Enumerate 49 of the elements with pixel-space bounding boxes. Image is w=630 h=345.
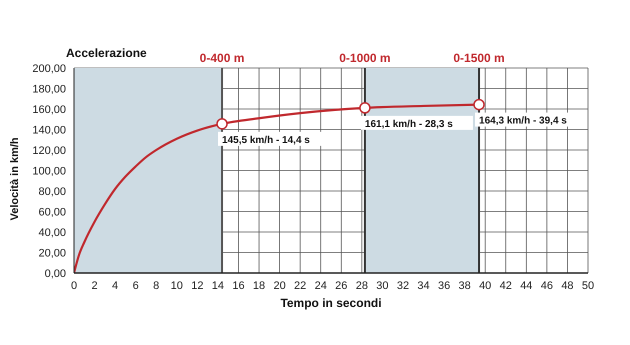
x-tick-label: 48 [561,280,574,292]
x-tick-label: 26 [335,280,348,292]
x-tick-label: 4 [112,280,118,292]
ref-line-label: 0-400 m [200,51,244,65]
x-tick-label: 12 [191,280,204,292]
x-tick-label: 10 [170,280,183,292]
x-tick-label: 20 [273,280,286,292]
y-tick-label: 20,00 [38,247,66,260]
point [473,98,485,110]
x-tick-label: 0 [70,280,78,292]
annotation: 164,3 km/h - 39,4 s [479,116,568,127]
y-tick-label: 120,00 [32,144,66,157]
x-tick-label: 14 [212,280,224,292]
y-tick-label: 140,00 [32,124,66,136]
x-axis-title: Tempo in secondi [280,296,382,310]
x-tick-label: 2 [91,280,98,292]
x-tick-label: 28 [356,280,368,292]
y-tick-label: 100,00 [32,165,66,178]
y-tick-label: 80,00 [38,186,66,198]
ref-line-label: 0-1000 m [339,51,391,65]
x-tick-label: 32 [396,280,410,292]
y-tick-label: 0,00 [44,268,66,280]
annotation: 161,1 km/h - 28,3 s [364,118,454,130]
chart-title: Accelerazione [66,46,147,60]
x-tick-label: 42 [500,280,512,292]
point [216,118,228,130]
x-tick-label: 44 [520,280,532,292]
x-tick-label: 46 [540,280,554,292]
x-tick-label: 16 [232,280,245,292]
y-axis-title: Velocità in km/h [8,137,21,220]
y-tick-label: 180,00 [32,83,66,96]
x-tick-label: 30 [376,280,389,292]
y-tick-label: 200,00 [32,62,66,75]
x-tick-label: 18 [252,280,266,292]
annotation: 145,5 km/h - 14,4 s [222,134,310,146]
y-tick-label: 40,00 [38,226,66,239]
x-tick-label: 38 [458,280,471,292]
x-tick-label: 36 [438,280,450,292]
x-tick-label: 40 [479,280,492,292]
x-tick-label: 24 [314,280,327,292]
x-tick-label: 22 [294,280,306,292]
x-tick-label: 34 [417,280,430,292]
y-tick-label: 160,00 [32,104,66,116]
point [359,102,371,114]
x-tick-label: 6 [132,280,139,292]
x-tick-label: 8 [153,280,160,292]
y-tick-label: 60,00 [38,206,66,218]
x-tick-label: 50 [582,280,594,292]
ref-line-label: 0-1500 m [453,51,505,65]
